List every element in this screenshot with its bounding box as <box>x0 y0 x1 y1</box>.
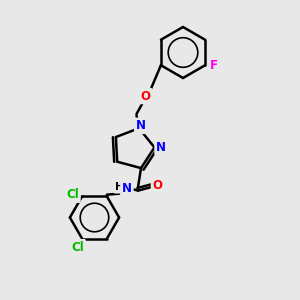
Text: Cl: Cl <box>66 188 79 201</box>
Text: N: N <box>122 182 132 195</box>
Text: O: O <box>140 89 151 103</box>
Text: N: N <box>156 141 166 154</box>
Text: F: F <box>210 59 218 72</box>
Text: H: H <box>115 182 124 192</box>
Text: Cl: Cl <box>71 241 84 254</box>
Text: O: O <box>152 179 163 192</box>
Text: N: N <box>136 119 146 132</box>
